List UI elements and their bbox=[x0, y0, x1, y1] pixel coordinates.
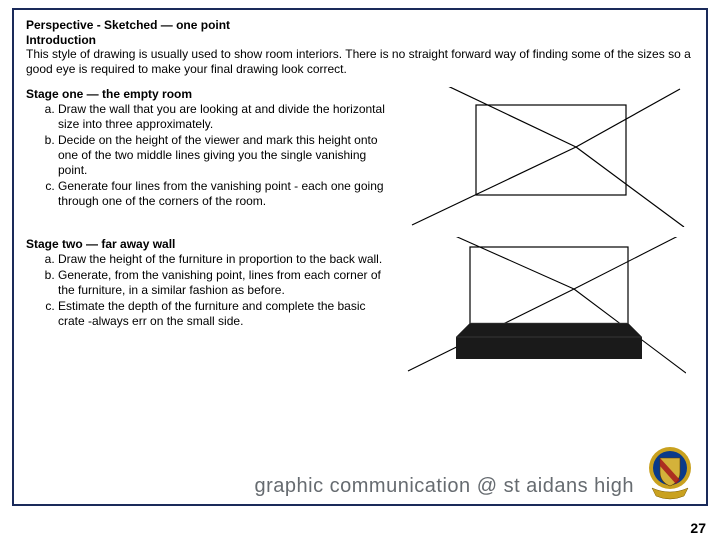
intro-block: Perspective - Sketched — one point Intro… bbox=[26, 18, 696, 77]
stage-two-heading: Stage two — far away wall bbox=[26, 237, 386, 251]
list-item: Generate, from the vanishing point, line… bbox=[58, 268, 386, 298]
stage-one-text: Stage one — the empty room Draw the wall… bbox=[26, 87, 386, 227]
list-item: Generate four lines from the vanishing p… bbox=[58, 179, 386, 209]
list-item: Decide on the height of the viewer and m… bbox=[58, 133, 386, 178]
slide-title: Perspective - Sketched — one point bbox=[26, 18, 696, 32]
list-item: Estimate the depth of the furniture and … bbox=[58, 299, 386, 329]
slide-frame: Perspective - Sketched — one point Intro… bbox=[12, 8, 708, 506]
perspective-diagram-furniture bbox=[406, 237, 686, 387]
list-item: Draw the wall that you are looking at an… bbox=[58, 102, 386, 132]
stage-two-steps: Draw the height of the furniture in prop… bbox=[26, 252, 386, 329]
list-item: Draw the height of the furniture in prop… bbox=[58, 252, 386, 267]
stage-two-text: Stage two — far away wall Draw the heigh… bbox=[26, 237, 386, 387]
page-number: 27 bbox=[690, 520, 706, 536]
perspective-diagram-empty-room bbox=[406, 87, 686, 227]
stage-two-figure bbox=[396, 237, 696, 387]
stage-one-figure bbox=[396, 87, 696, 227]
stage-one-block: Stage one — the empty room Draw the wall… bbox=[26, 87, 696, 227]
footer-text: graphic communication @ st aidans high bbox=[14, 475, 634, 498]
stage-two-block: Stage two — far away wall Draw the heigh… bbox=[26, 237, 696, 387]
school-crest-icon bbox=[642, 444, 698, 500]
stage-one-heading: Stage one — the empty room bbox=[26, 87, 386, 101]
intro-text: This style of drawing is usually used to… bbox=[26, 47, 696, 77]
intro-label: Introduction bbox=[26, 33, 696, 47]
stage-one-steps: Draw the wall that you are looking at an… bbox=[26, 102, 386, 209]
